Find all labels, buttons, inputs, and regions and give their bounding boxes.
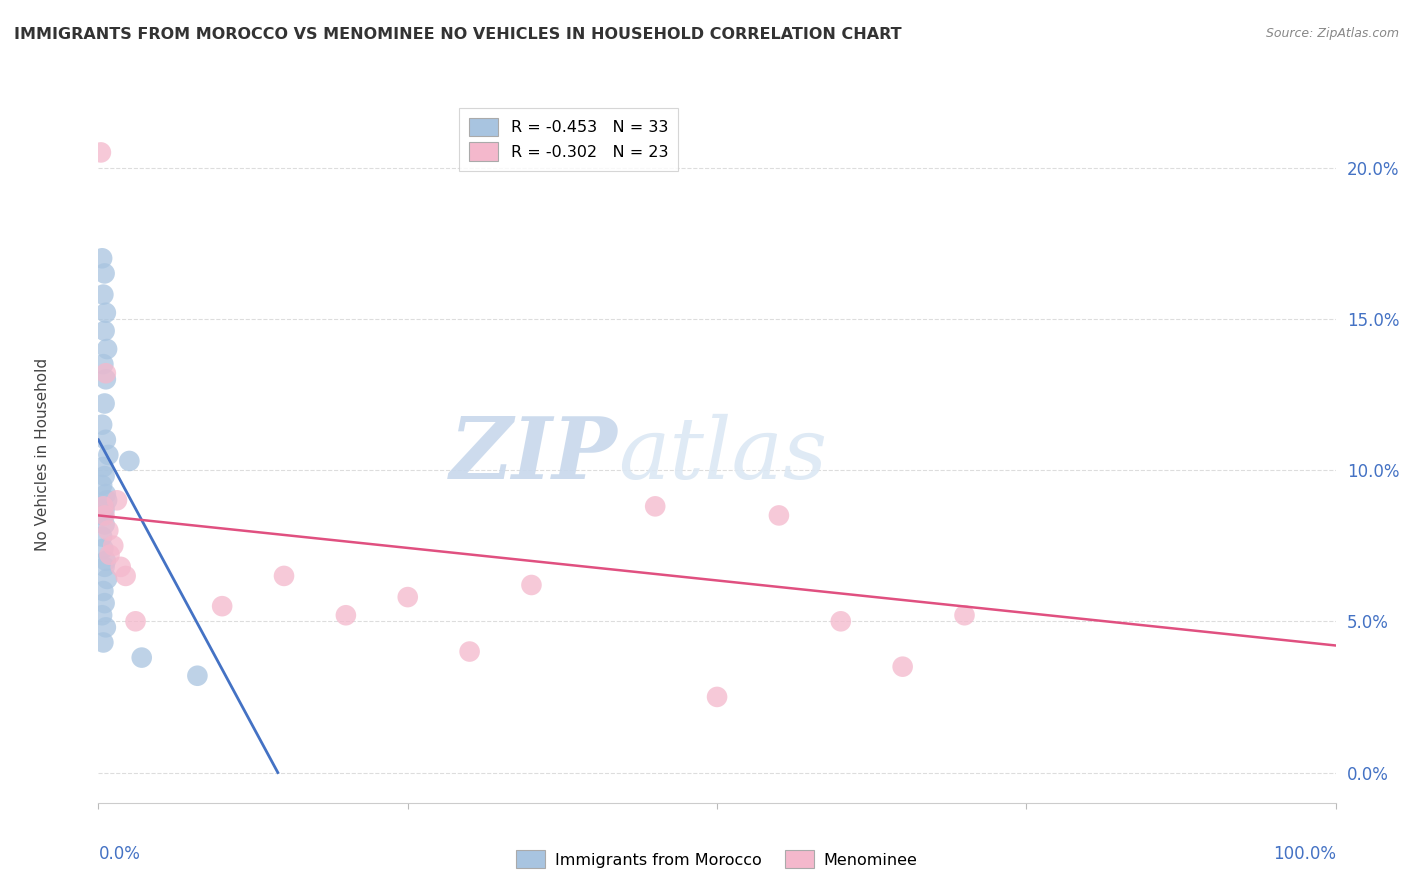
Text: ZIP: ZIP [450,413,619,497]
Point [211,599,233,614]
Point [93,584,115,599]
Point [94,306,117,320]
Point [396,590,419,604]
Point [110,559,132,574]
Legend: Immigrants from Morocco, Menominee: Immigrants from Morocco, Menominee [510,844,924,875]
Point [644,500,666,514]
Point [458,644,481,658]
Point [273,569,295,583]
Point [93,324,115,338]
Point [891,659,914,673]
Point [93,508,115,523]
Point [91,530,114,544]
Point [94,620,117,634]
Point [93,508,115,523]
Point [520,578,543,592]
Point [830,615,852,629]
Text: No Vehicles in Household: No Vehicles in Household [35,359,51,551]
Point [91,417,114,432]
Point [124,615,146,629]
Point [93,635,115,649]
Point [118,454,141,468]
Point [94,366,117,380]
Point [93,517,115,532]
Point [105,493,128,508]
Point [96,572,118,586]
Point [91,252,114,266]
Point [98,548,121,562]
Point [96,342,118,356]
Point [91,608,114,623]
Point [93,559,115,574]
Point [93,500,115,514]
Point [96,493,118,508]
Point [93,287,115,301]
Point [97,524,120,538]
Point [94,372,117,386]
Point [335,608,357,623]
Point [93,460,115,475]
Point [93,596,115,610]
Point [91,478,114,492]
Text: IMMIGRANTS FROM MOROCCO VS MENOMINEE NO VEHICLES IN HOUSEHOLD CORRELATION CHART: IMMIGRANTS FROM MOROCCO VS MENOMINEE NO … [14,27,901,42]
Point [93,502,115,516]
Point [768,508,790,523]
Point [103,539,125,553]
Text: 0.0%: 0.0% [98,845,141,863]
Point [93,357,115,371]
Point [93,396,115,410]
Text: Source: ZipAtlas.com: Source: ZipAtlas.com [1265,27,1399,40]
Point [114,569,136,583]
Point [93,469,115,483]
Point [131,650,153,665]
Point [953,608,976,623]
Point [186,669,208,683]
Point [93,267,115,281]
Point [94,487,117,501]
Point [706,690,728,704]
Point [93,541,115,556]
Text: 100.0%: 100.0% [1272,845,1336,863]
Point [97,448,120,462]
Point [94,554,117,568]
Point [90,145,112,160]
Text: atlas: atlas [619,414,827,496]
Point [94,433,117,447]
